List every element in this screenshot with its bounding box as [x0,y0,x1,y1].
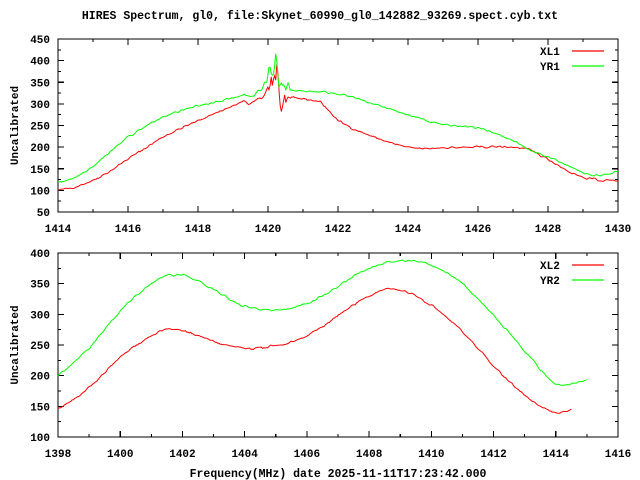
svg-text:250: 250 [30,341,50,353]
svg-text:1430: 1430 [605,224,631,236]
svg-text:1424: 1424 [395,224,422,236]
svg-text:XL1: XL1 [540,47,560,59]
svg-text:XL2: XL2 [540,261,560,273]
svg-text:1416: 1416 [115,224,141,236]
svg-text:1406: 1406 [294,449,320,461]
svg-text:400: 400 [30,57,50,69]
svg-text:1428: 1428 [535,224,562,236]
svg-text:1402: 1402 [169,449,195,461]
svg-text:1422: 1422 [325,224,351,236]
svg-text:250: 250 [30,122,50,134]
svg-text:150: 150 [30,165,50,177]
svg-text:1412: 1412 [480,449,506,461]
svg-text:1418: 1418 [185,224,212,236]
svg-text:1426: 1426 [465,224,491,236]
svg-text:150: 150 [30,402,50,414]
svg-text:1398: 1398 [45,449,72,461]
svg-text:1400: 1400 [107,449,133,461]
svg-text:1414: 1414 [543,449,570,461]
svg-text:200: 200 [30,143,50,155]
svg-text:200: 200 [30,372,50,384]
svg-text:1420: 1420 [255,224,281,236]
svg-text:300: 300 [30,310,50,322]
svg-text:HIRES Spectrum, gl0, file:Skyn: HIRES Spectrum, gl0, file:Skynet_60990_g… [82,10,558,23]
svg-text:1408: 1408 [356,449,383,461]
svg-text:350: 350 [30,280,50,292]
svg-text:300: 300 [30,100,50,112]
svg-text:1410: 1410 [418,449,444,461]
svg-text:50: 50 [37,208,50,220]
svg-text:YR1: YR1 [540,62,560,74]
svg-text:1416: 1416 [605,449,631,461]
svg-text:YR2: YR2 [540,276,560,288]
svg-text:100: 100 [30,433,50,445]
svg-text:1414: 1414 [45,224,72,236]
svg-text:1404: 1404 [231,449,258,461]
svg-text:Frequency(MHz) date 2025-11-11: Frequency(MHz) date 2025-11-11T17:23:42.… [190,468,487,480]
svg-text:100: 100 [30,186,50,198]
svg-text:Uncalibrated: Uncalibrated [10,86,22,165]
svg-text:450: 450 [30,35,50,47]
svg-text:Uncalibrated: Uncalibrated [10,305,22,384]
svg-text:350: 350 [30,78,50,90]
svg-text:400: 400 [30,249,50,261]
